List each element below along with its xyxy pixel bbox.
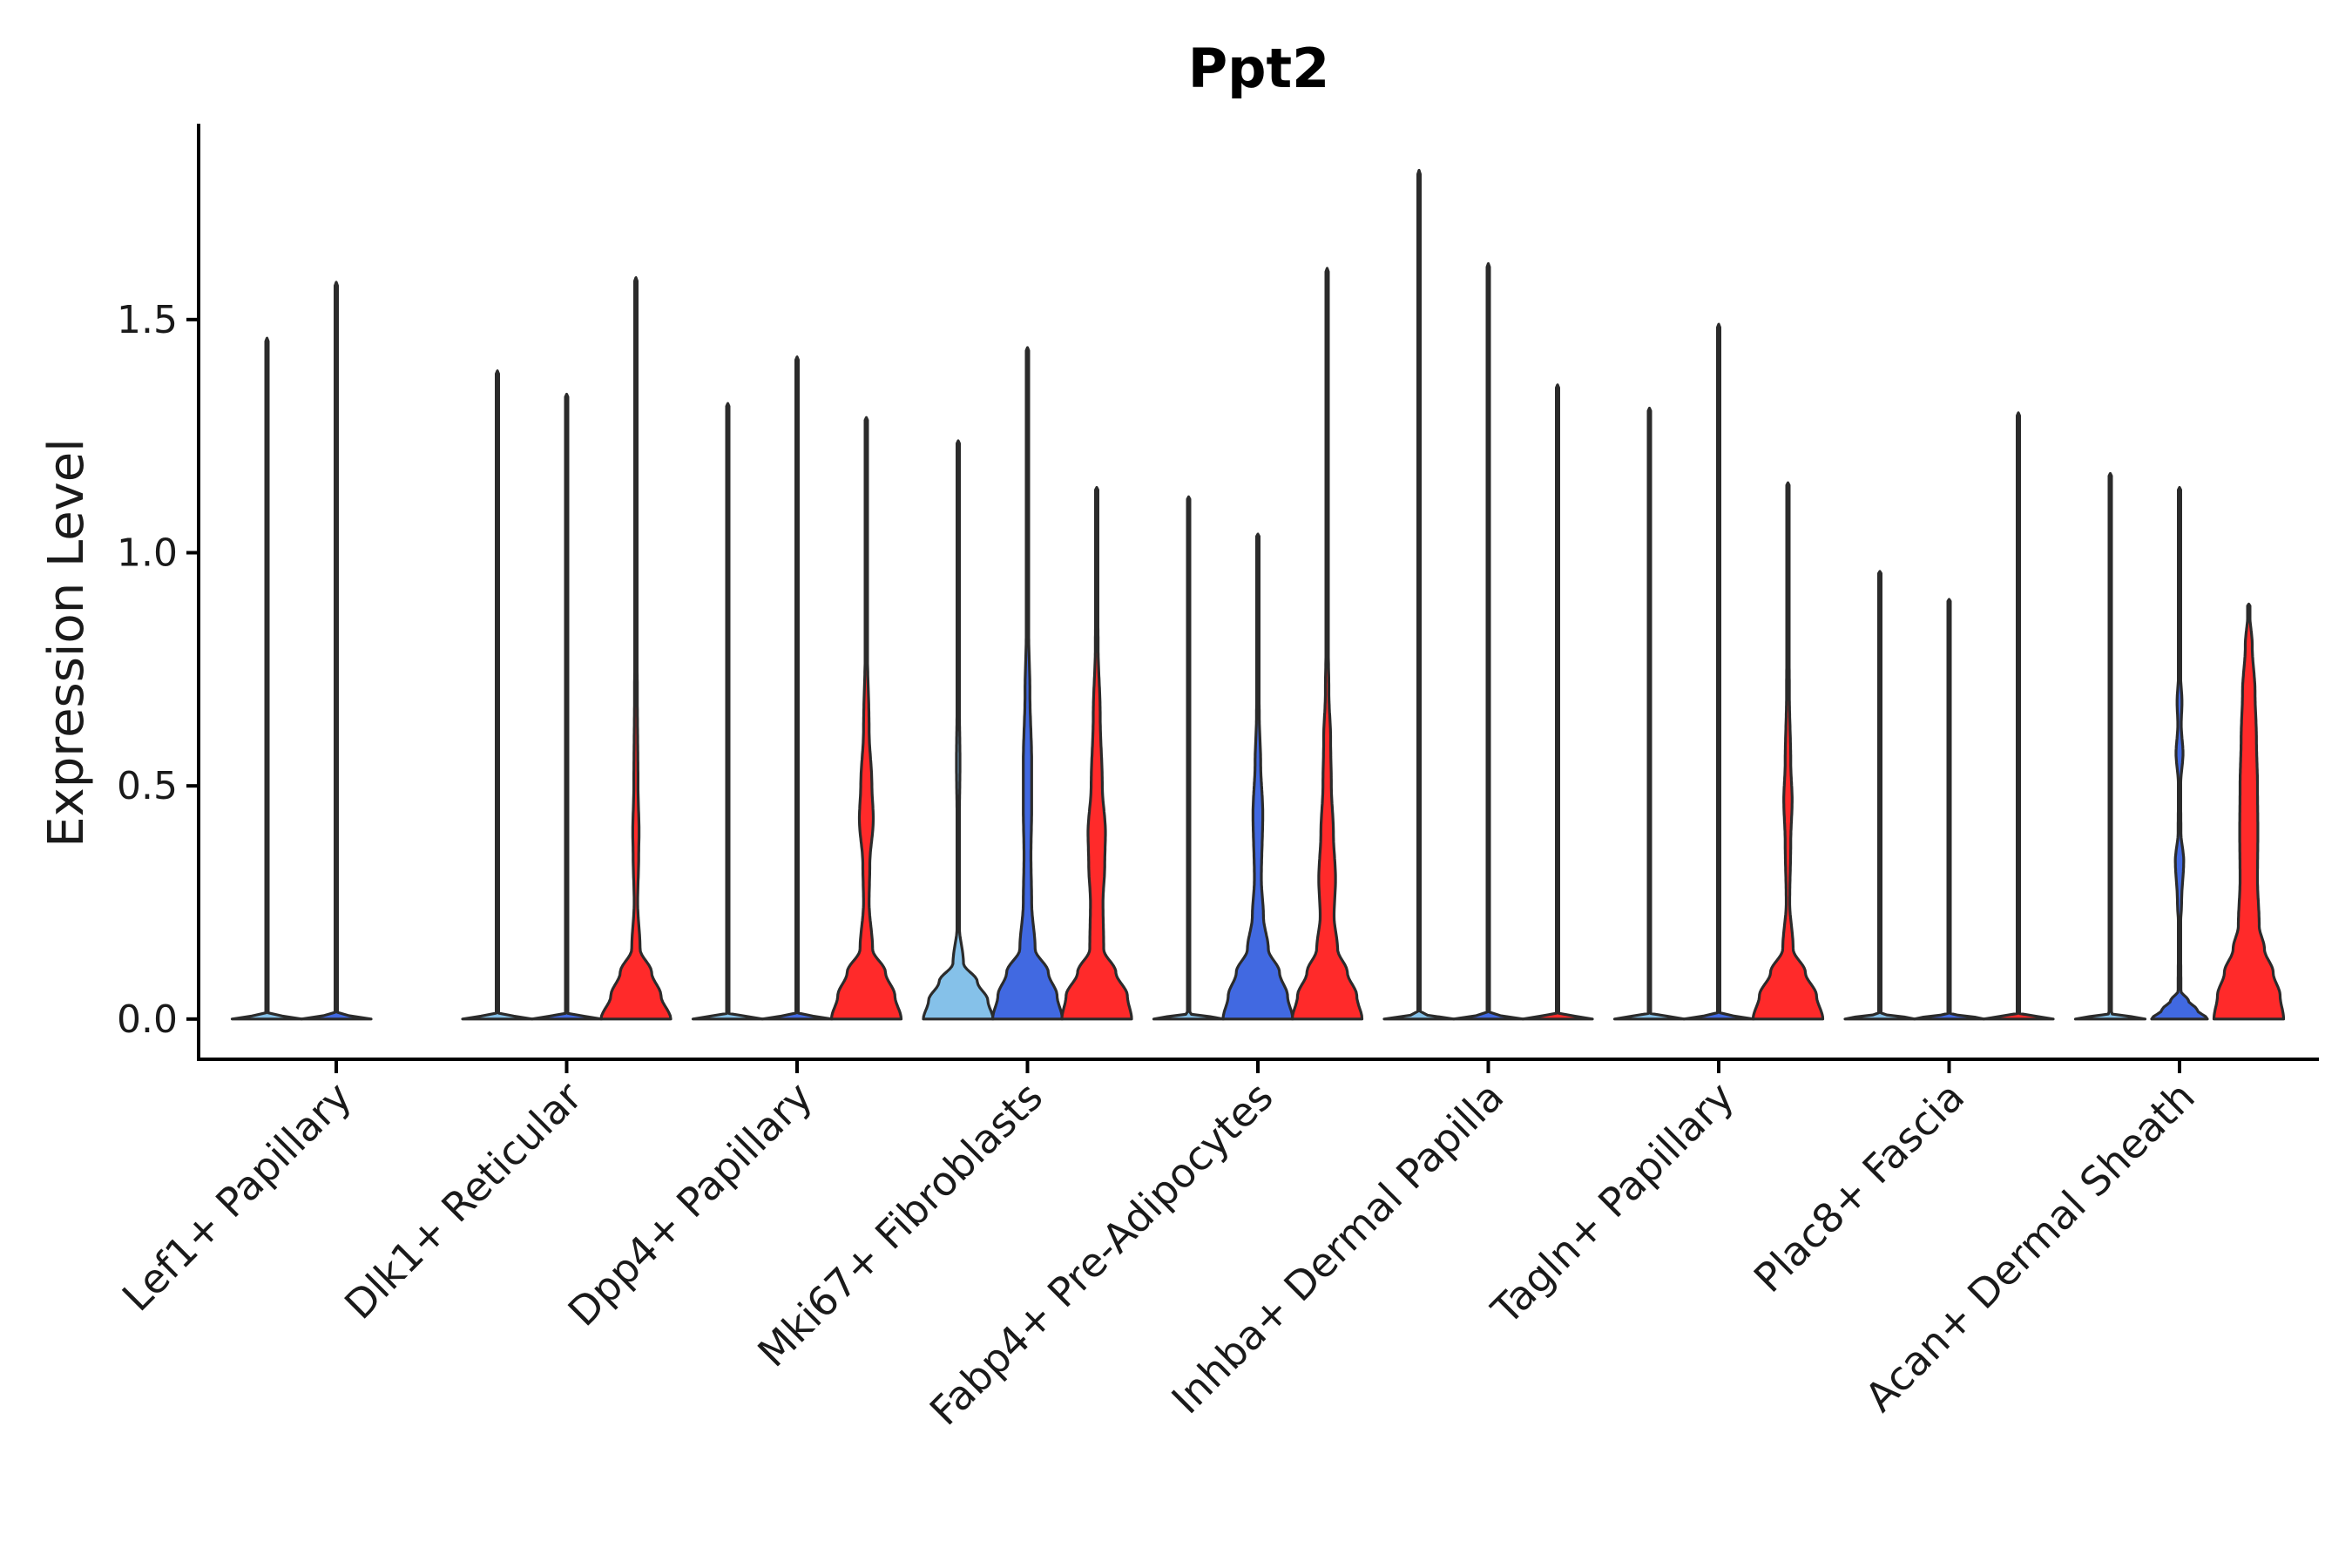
violin-3-0	[922, 439, 995, 1021]
violin-2-1	[760, 355, 834, 1021]
violin-7-2	[1982, 411, 2055, 1021]
violin-5-1	[1451, 262, 1525, 1021]
violin-8-1	[2150, 486, 2209, 1021]
x-tick-label: Lef1+ Papillary	[113, 1073, 361, 1321]
violin-7-0	[1843, 570, 1916, 1021]
violin-0-0	[230, 336, 304, 1021]
y-tick-label: 0.5	[117, 764, 178, 808]
y-axis-label: Expression Level	[38, 438, 95, 848]
violin-3-2	[1060, 486, 1133, 1021]
violin-1-1	[530, 392, 604, 1021]
violin-5-2	[1521, 383, 1594, 1021]
x-tick-label: Tagln+ Papillary	[1482, 1073, 1743, 1335]
violin-2-2	[829, 416, 903, 1021]
violin-4-2	[1290, 267, 1364, 1021]
violin-6-0	[1612, 406, 1686, 1021]
x-tick-label: Dpp4+ Papillary	[559, 1073, 821, 1335]
violin-7-1	[1912, 598, 1986, 1021]
violin-8-0	[2073, 471, 2147, 1021]
x-tick-label: Plac8+ Fascia	[1745, 1073, 1973, 1301]
y-ticks: 0.0 0.5 1.0 1.5	[117, 298, 199, 1042]
violin-6-2	[1751, 481, 1825, 1021]
violins-layer	[230, 168, 2286, 1021]
violin-1-2	[599, 276, 672, 1021]
chart-title: Ppt2	[1188, 37, 1330, 100]
violin-8-2	[2212, 602, 2286, 1021]
x-tick-label: Dlk1+ Reticular	[335, 1073, 591, 1328]
violin-0-1	[300, 280, 373, 1021]
y-tick-label: 1.5	[117, 298, 178, 342]
y-tick-label: 1.0	[117, 531, 178, 575]
violin-6-1	[1682, 322, 1755, 1021]
violin-2-0	[691, 402, 765, 1021]
violin-5-0	[1382, 168, 1456, 1021]
violin-1-0	[461, 369, 534, 1021]
y-tick-label: 0.0	[117, 997, 178, 1042]
violin-4-0	[1152, 495, 1226, 1021]
violin-4-1	[1221, 532, 1294, 1021]
violin-3-1	[990, 346, 1064, 1021]
